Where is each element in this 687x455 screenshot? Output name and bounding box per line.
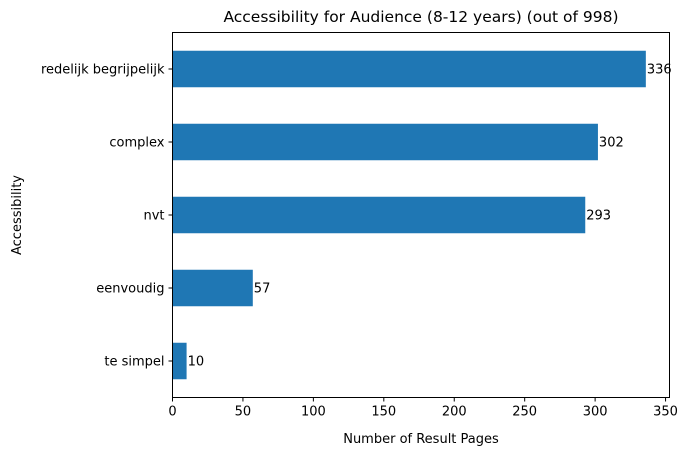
y-tick-label: eenvoudig (96, 282, 164, 297)
y-tick-labels: redelijk begrijpelijk complex nvt eenvoudig… (41, 63, 173, 370)
data-label: 336 (647, 63, 672, 78)
chart-title: Accessibility for Audience (8-12 years) … (223, 8, 618, 26)
y-tick-label: complex (109, 136, 164, 151)
x-tick-label: 100 (301, 405, 326, 420)
y-tick-label: nvt (143, 209, 164, 224)
bar-complex (172, 123, 598, 161)
bars-group (172, 50, 646, 380)
y-tick-label: te simpel (104, 355, 164, 370)
data-label: 293 (586, 209, 611, 224)
x-tick-label: 250 (512, 405, 537, 420)
x-tick-label: 50 (235, 405, 252, 420)
bar-eenvoudig (172, 269, 253, 307)
x-tick-label: 350 (653, 405, 678, 420)
data-label: 57 (254, 282, 271, 297)
y-axis-label: Accessibility (10, 175, 25, 255)
x-tick-label: 200 (442, 405, 467, 420)
data-label: 10 (188, 355, 205, 370)
x-axis-label: Number of Result Pages (343, 432, 499, 447)
data-label: 302 (599, 136, 624, 151)
x-tick-label: 0 (168, 405, 176, 420)
bar-nvt (172, 196, 586, 234)
x-ticks: 0 50 100 150 200 250 300 350 (168, 397, 678, 420)
plot-frame (172, 32, 670, 398)
bar-te-simpel (172, 342, 187, 380)
bar-redelijk-begrijpelijk (172, 50, 646, 88)
x-tick-label: 300 (583, 405, 608, 420)
data-labels: 336 302 293 57 10 (188, 63, 672, 370)
y-tick-label: redelijk begrijpelijk (41, 63, 165, 78)
x-tick-label: 150 (371, 405, 396, 420)
